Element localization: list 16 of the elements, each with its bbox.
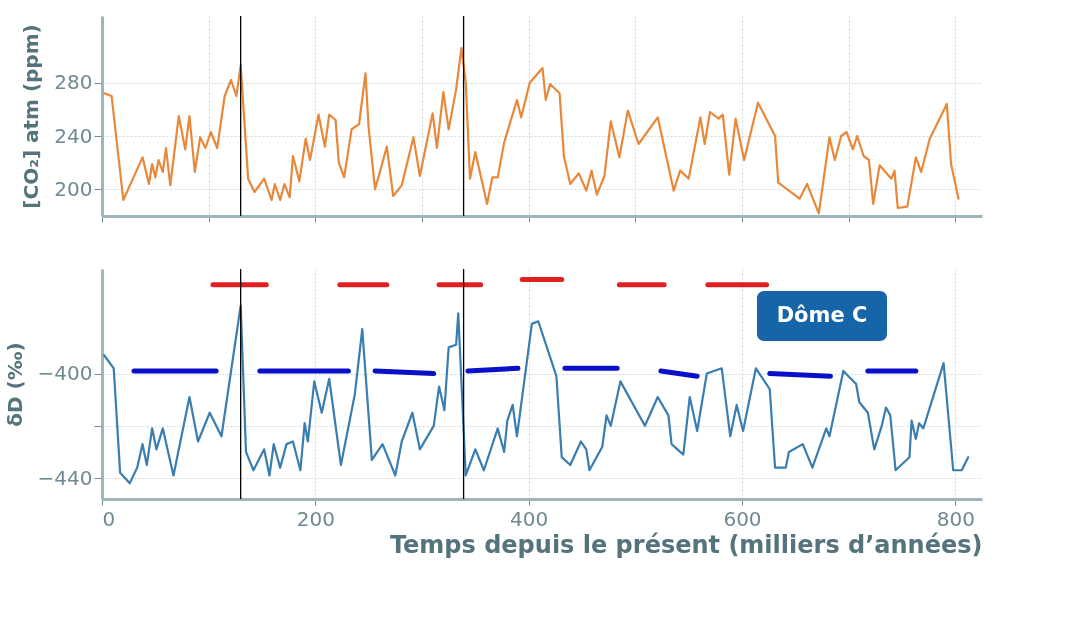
x-tick-label: 600 (723, 506, 762, 531)
y-tick-label: 280 (54, 70, 93, 95)
x-tick-label: 200 (296, 506, 335, 531)
x-tick-label: 0 (102, 506, 116, 531)
y-tick-label: −400 (37, 361, 93, 386)
x-axis-title: Temps depuis le présent (milliers d’années) (389, 530, 983, 559)
y-tick-label: 200 (54, 176, 93, 201)
x-tick-label: 800 (936, 506, 975, 531)
annotation: Dôme C (776, 303, 868, 327)
y-tick-label: −440 (37, 465, 93, 490)
x-tick-label: 400 (510, 506, 549, 531)
y-axis-title: [CO₂] atm (ppm) (19, 24, 44, 209)
y-tick-label: 240 (54, 123, 93, 148)
line-series (103, 304, 970, 485)
y-axis-title: δD (‰) (2, 342, 27, 427)
line-series (103, 46, 960, 215)
